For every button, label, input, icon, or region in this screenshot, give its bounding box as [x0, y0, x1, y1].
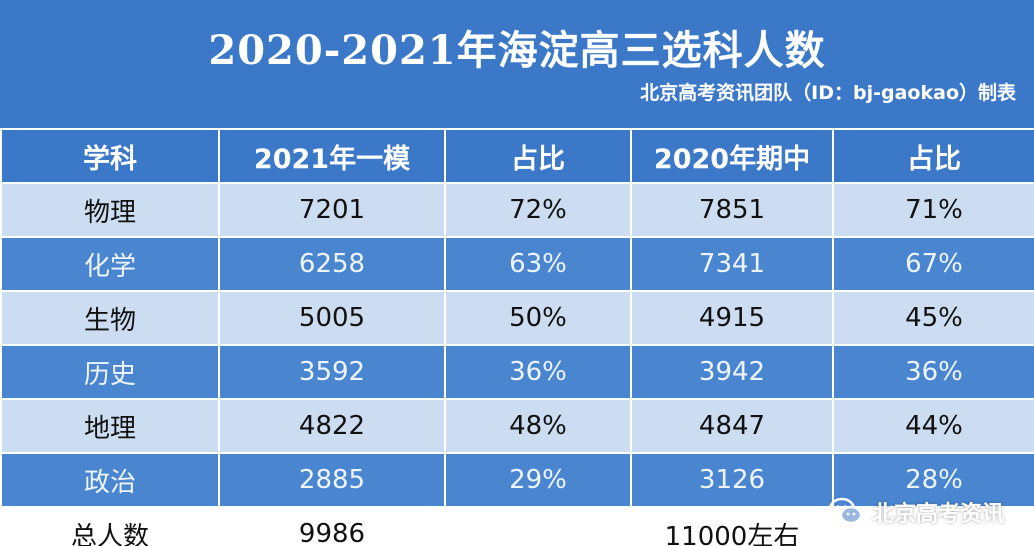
column-header-ratio-2021: 占比 [444, 128, 632, 184]
subject-cell: 历史 [0, 344, 220, 400]
ratio-2020-cell: 45% [832, 290, 1034, 346]
count-2020-cell: 3126 [630, 452, 834, 508]
table-row: 物理 7201 72% 7851 71% [0, 182, 1034, 238]
ratio-2020-cell: 44% [832, 398, 1034, 454]
table-credit: 北京高考资讯团队（ID：bj-gaokao）制表 [640, 82, 1016, 104]
ratio-2021-cell: 48% [444, 398, 632, 454]
count-2021-cell: 4822 [218, 398, 446, 454]
count-2021-cell: 5005 [218, 290, 446, 346]
ratio-2021-cell: 63% [444, 236, 632, 292]
table-header-row: 学科 2021年一模 占比 2020年期中 占比 [0, 128, 1034, 184]
wechat-icon [828, 497, 864, 527]
count-2020-cell: 4915 [630, 290, 834, 346]
total-2020-cell: 11000左右 [630, 506, 834, 546]
subject-cell: 政治 [0, 452, 220, 508]
subject-cell: 生物 [0, 290, 220, 346]
total-2021-cell: 9986 [218, 506, 446, 546]
count-2020-cell: 3942 [630, 344, 834, 400]
subject-cell: 地理 [0, 398, 220, 454]
watermark: 北京高考资讯 [828, 496, 1004, 528]
count-2021-cell: 7201 [218, 182, 446, 238]
total-ratio-2021-cell [444, 506, 632, 546]
column-header-ratio-2020: 占比 [832, 128, 1034, 184]
ratio-2020-cell: 71% [832, 182, 1034, 238]
count-2020-cell: 4847 [630, 398, 834, 454]
table-row: 政治 2885 29% 3126 28% [0, 452, 1034, 508]
ratio-2021-cell: 29% [444, 452, 632, 508]
table-row: 生物 5005 50% 4915 45% [0, 290, 1034, 346]
table-title: 2020-2021年海淀高三选科人数 [208, 27, 826, 74]
count-2020-cell: 7341 [630, 236, 834, 292]
column-header-2020-midterm: 2020年期中 [630, 128, 834, 184]
ratio-2020-cell: 28% [832, 452, 1034, 508]
column-header-subject: 学科 [0, 128, 220, 184]
count-2021-cell: 3592 [218, 344, 446, 400]
data-table: 学科 2021年一模 占比 2020年期中 占比 物理 7201 72% 785… [0, 128, 1034, 546]
column-header-2021-mock: 2021年一模 [218, 128, 446, 184]
ratio-2021-cell: 36% [444, 344, 632, 400]
ratio-2021-cell: 72% [444, 182, 632, 238]
table-row: 历史 3592 36% 3942 36% [0, 344, 1034, 400]
ratio-2020-cell: 36% [832, 344, 1034, 400]
watermark-text: 北京高考资讯 [871, 502, 1004, 527]
total-ratio-2020-cell [832, 506, 1034, 546]
table-row: 化学 6258 63% 7341 67% [0, 236, 1034, 292]
table-row: 地理 4822 48% 4847 44% [0, 398, 1034, 454]
count-2021-cell: 6258 [218, 236, 446, 292]
total-label-cell: 总人数 [0, 506, 220, 546]
count-2021-cell: 2885 [218, 452, 446, 508]
table-header-banner: 2020-2021年海淀高三选科人数 北京高考资讯团队（ID：bj-gaokao… [0, 0, 1034, 128]
ratio-2020-cell: 67% [832, 236, 1034, 292]
subject-cell: 化学 [0, 236, 220, 292]
ratio-2021-cell: 50% [444, 290, 632, 346]
subject-cell: 物理 [0, 182, 220, 238]
table-total-row: 总人数 9986 11000左右 [0, 506, 1034, 546]
count-2020-cell: 7851 [630, 182, 834, 238]
